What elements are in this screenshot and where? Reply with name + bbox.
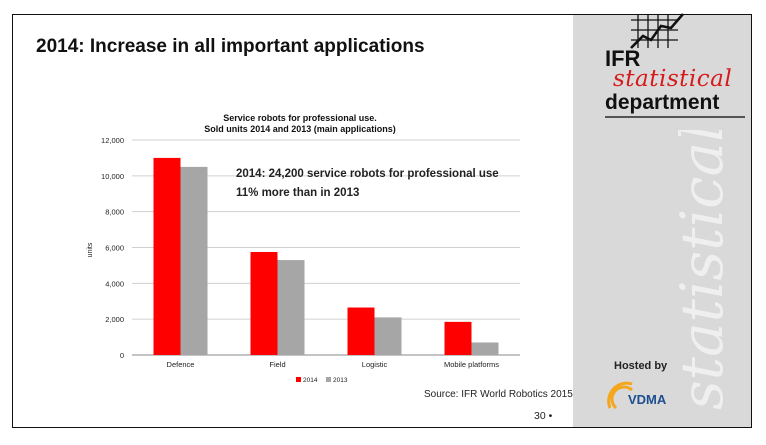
chart-title: Service robots for professional use.	[223, 113, 377, 123]
y-tick-label: 12,000	[101, 136, 124, 145]
bar-2014-logistic	[347, 307, 375, 355]
annotation-line-1: 2014: 24,200 service robots for professi…	[236, 168, 499, 180]
legend-label-2013: 2013	[333, 377, 348, 384]
x-tick-label: Mobile platforms	[444, 360, 499, 369]
y-tick-label: 4,000	[105, 279, 124, 288]
legend-swatch-2013	[326, 377, 331, 382]
logo-divider	[605, 116, 745, 118]
y-axis-label: units	[87, 242, 94, 257]
vdma-arc-icon	[607, 381, 633, 410]
y-tick-label: 6,000	[105, 244, 124, 253]
vdma-logo: VDMA	[604, 378, 684, 414]
y-tick-label: 10,000	[101, 172, 124, 181]
y-tick-label: 2,000	[105, 315, 124, 324]
bar-2013-mobile-platforms	[471, 342, 499, 355]
annotation-line-2: 11% more than in 2013	[236, 187, 360, 199]
bar-2013-logistic	[374, 317, 402, 355]
bar-2013-defence	[180, 166, 208, 355]
x-tick-label: Logistic	[362, 360, 388, 369]
legend-swatch-2014	[296, 377, 301, 382]
x-tick-label: Defence	[167, 360, 195, 369]
statistical-text: statistical	[613, 66, 733, 92]
y-tick-label: 8,000	[105, 208, 124, 217]
slide-title: 2014: Increase in all important applicat…	[36, 36, 425, 57]
side-panel	[573, 15, 751, 427]
ifr-logo: IFR statistical department	[583, 8, 745, 118]
vdma-text: VDMA	[628, 392, 667, 407]
source-note: Source: IFR World Robotics 2015	[424, 389, 573, 400]
bar-2014-field	[250, 251, 278, 355]
bar-2014-defence	[153, 157, 181, 355]
slide	[12, 14, 752, 428]
ifr-text: IFR	[605, 46, 641, 71]
bar-2014-mobile-platforms	[444, 321, 472, 355]
x-tick-label: Field	[269, 360, 285, 369]
department-text: department	[605, 91, 720, 114]
bar-2013-field	[277, 260, 305, 355]
chart-subtitle: Sold units 2014 and 2013 (main applicati…	[204, 124, 396, 134]
hosted-by-label: Hosted by	[614, 360, 668, 372]
page-number: 30 •	[534, 410, 553, 422]
y-tick-label: 0	[120, 351, 124, 360]
legend-label-2014: 2014	[303, 377, 318, 384]
grid-chart-icon	[630, 13, 684, 49]
